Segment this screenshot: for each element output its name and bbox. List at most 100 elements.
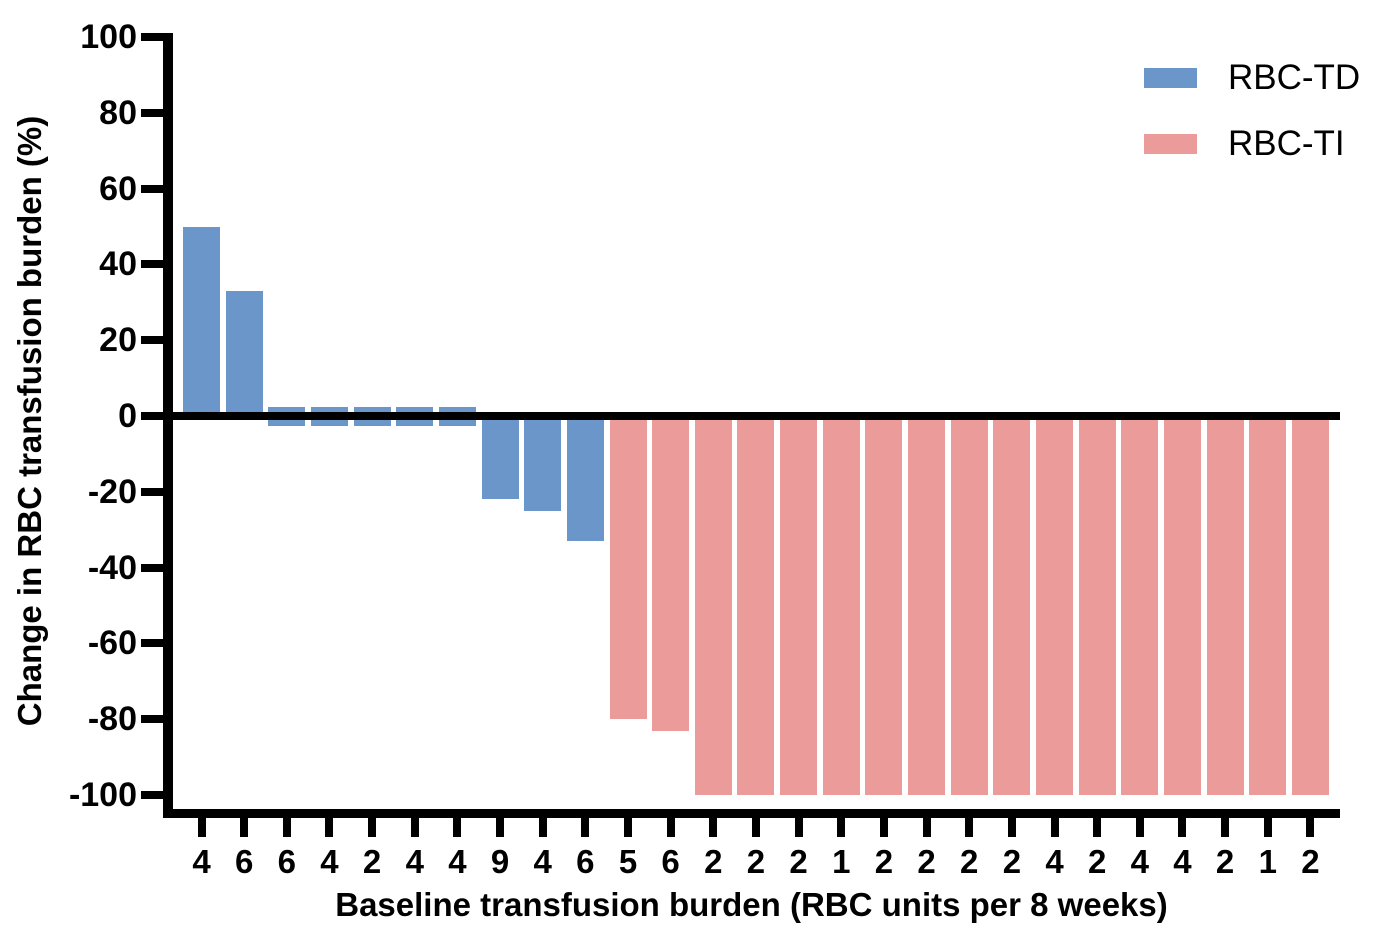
bar xyxy=(183,226,220,416)
bar xyxy=(1291,416,1329,795)
x-tick xyxy=(240,818,249,837)
y-tick-label: -20 xyxy=(87,472,137,511)
bar xyxy=(993,416,1031,795)
legend-item-rbc-ti: RBC-TI xyxy=(1144,126,1360,161)
y-tick xyxy=(141,184,163,193)
x-tick-label: 2 xyxy=(960,843,979,880)
y-axis-line xyxy=(163,33,173,818)
y-tick-label: 20 xyxy=(99,321,137,360)
x-tick xyxy=(709,818,718,837)
x-tick-label: 1 xyxy=(832,843,851,880)
bar xyxy=(737,416,775,795)
x-tick-label: 4 xyxy=(448,843,467,880)
y-tick xyxy=(141,336,163,345)
x-tick-label: 1 xyxy=(1258,843,1277,880)
bar xyxy=(1036,416,1073,795)
x-tick xyxy=(1093,818,1102,837)
x-tick xyxy=(624,818,632,837)
x-tick-label: 9 xyxy=(490,843,510,880)
x-tick xyxy=(879,818,888,837)
bar xyxy=(481,416,519,500)
y-tick xyxy=(141,33,163,41)
y-tick-label: -80 xyxy=(87,700,137,739)
x-tick-label: 6 xyxy=(277,843,296,880)
x-axis-line xyxy=(163,809,1340,818)
x-tick-label: 2 xyxy=(746,843,766,880)
x-tick-label: 2 xyxy=(1088,843,1107,880)
x-tick-label: 2 xyxy=(1301,843,1320,880)
y-tick-label: -40 xyxy=(87,548,137,587)
x-tick-label: 5 xyxy=(618,843,638,880)
y-tick-label: 0 xyxy=(118,397,137,435)
x-tick xyxy=(751,818,760,837)
x-tick xyxy=(368,818,377,837)
x-tick xyxy=(1306,818,1315,837)
y-tick xyxy=(141,563,163,572)
y-tick xyxy=(141,260,163,269)
y-tick xyxy=(141,715,163,724)
bar xyxy=(1078,416,1116,795)
y-tick xyxy=(141,487,163,496)
x-axis-title: Baseline transfusion burden (RBC units p… xyxy=(335,886,1168,923)
x-tick-label: 2 xyxy=(704,843,723,880)
x-tick-label: 2 xyxy=(874,843,894,880)
x-tick xyxy=(538,818,547,837)
x-tick xyxy=(1221,818,1230,837)
bar xyxy=(1249,416,1287,795)
y-tick-label: 60 xyxy=(99,169,137,208)
x-tick xyxy=(965,818,974,837)
x-tick xyxy=(794,818,803,837)
x-tick xyxy=(666,818,675,837)
y-tick-label: -60 xyxy=(87,624,137,663)
x-tick-label: 2 xyxy=(362,843,382,880)
x-tick-label: 4 xyxy=(320,843,339,880)
x-tick-label: 2 xyxy=(789,843,808,880)
bar xyxy=(609,416,647,720)
x-tick-label: 4 xyxy=(1173,843,1192,880)
legend-label-rbc-td: RBC-TD xyxy=(1228,58,1361,97)
y-tick xyxy=(141,108,163,117)
x-tick xyxy=(453,818,462,837)
y-tick xyxy=(141,639,163,648)
bar xyxy=(822,416,860,795)
legend-label-rbc-ti: RBC-TI xyxy=(1228,124,1345,163)
legend-item-rbc-td: RBC-TD xyxy=(1144,60,1360,95)
x-tick-label: 4 xyxy=(1045,843,1064,880)
x-tick-label: 6 xyxy=(235,843,254,880)
x-tick xyxy=(496,818,505,837)
x-tick-label: 2 xyxy=(1215,843,1235,880)
y-tick xyxy=(141,412,163,420)
bar xyxy=(1163,416,1201,795)
zero-baseline xyxy=(163,412,1340,420)
y-tick-label: 100 xyxy=(80,18,137,56)
x-tick xyxy=(922,818,931,837)
x-tick xyxy=(1007,818,1016,837)
bar xyxy=(865,416,903,795)
legend-swatch-rbc-ti xyxy=(1144,133,1197,154)
bar xyxy=(652,416,690,731)
x-tick xyxy=(282,818,291,837)
y-tick xyxy=(141,791,163,799)
x-tick xyxy=(581,818,590,837)
legend-swatch-rbc-td xyxy=(1144,67,1197,88)
y-tick-label: 40 xyxy=(99,245,137,284)
x-tick-label: 6 xyxy=(576,843,595,880)
x-tick-label: 4 xyxy=(1130,843,1149,880)
bar xyxy=(524,416,562,511)
x-tick-label: 4 xyxy=(192,843,211,880)
bar xyxy=(566,416,604,542)
y-tick-label: -100 xyxy=(68,776,137,814)
x-tick xyxy=(1135,818,1144,837)
legend: RBC-TD RBC-TI xyxy=(1144,60,1360,161)
x-tick xyxy=(410,818,419,837)
y-tick-label: 80 xyxy=(99,93,137,132)
x-tick-label: 4 xyxy=(533,843,552,880)
bar xyxy=(1121,416,1159,795)
x-tick xyxy=(325,818,334,837)
x-tick xyxy=(1263,818,1272,837)
x-tick-label: 4 xyxy=(405,843,424,880)
x-tick xyxy=(1178,818,1187,837)
bar xyxy=(908,416,945,795)
bar xyxy=(225,290,263,416)
